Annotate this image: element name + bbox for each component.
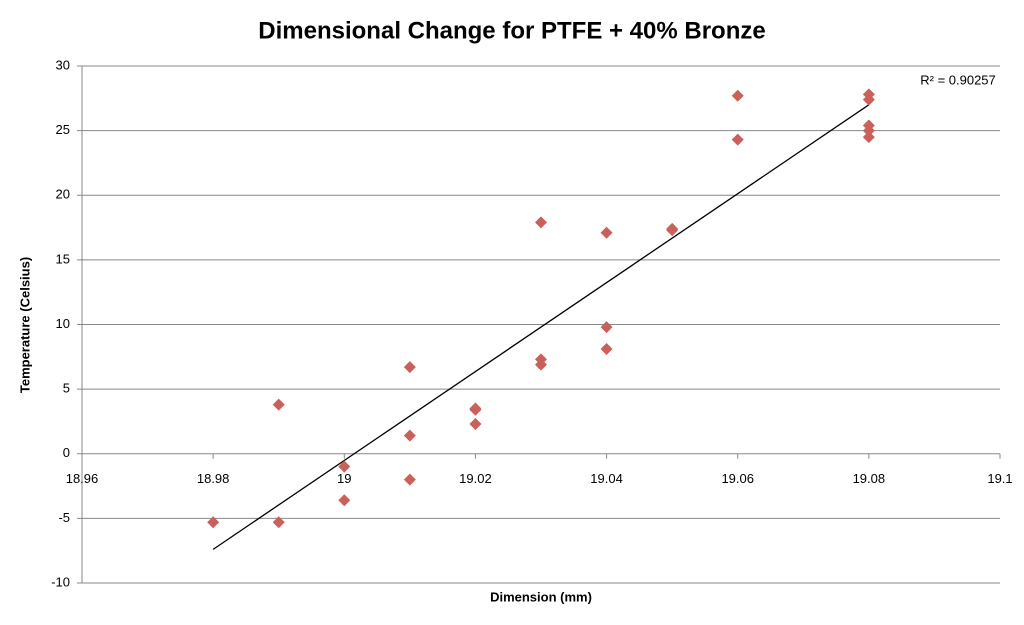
- scatter-point: [338, 460, 351, 473]
- y-tick-label: 30: [56, 57, 70, 72]
- y-tick-label: 20: [56, 187, 70, 202]
- scatter-point: [535, 358, 547, 371]
- scatter-point: [207, 516, 220, 529]
- y-tick-label: 0: [63, 445, 70, 460]
- x-tick-label: 19.1: [987, 471, 1012, 486]
- scatter-point: [272, 398, 285, 411]
- y-tick-label: 25: [56, 122, 70, 137]
- x-tick-label: 19.04: [590, 471, 623, 486]
- scatter-point: [469, 418, 482, 431]
- scatter-point: [600, 343, 613, 356]
- y-tick-label: -10: [51, 574, 70, 589]
- scatter-point: [862, 131, 875, 144]
- trendline: [212, 104, 870, 550]
- y-tick-label: 15: [56, 251, 70, 266]
- scatter-point: [600, 226, 613, 239]
- y-tick-label: 5: [63, 381, 70, 396]
- y-tick-label: -5: [58, 510, 70, 525]
- x-tick-label: 19: [337, 471, 351, 486]
- scatter-point: [666, 224, 679, 237]
- y-axis-title: Temperature (Celsius): [17, 257, 32, 393]
- scatter-point: [403, 361, 416, 374]
- scatter-point: [469, 403, 482, 416]
- x-axis-title: Dimension (mm): [490, 589, 592, 604]
- x-tick-label: 18.98: [197, 471, 230, 486]
- scatter-point: [731, 133, 744, 146]
- x-tick-label: 19.02: [459, 471, 492, 486]
- y-tick-label: 10: [56, 316, 70, 331]
- scatter-point: [600, 321, 613, 334]
- scatter-point: [403, 473, 416, 486]
- scatter-point: [535, 216, 547, 229]
- scatter-point: [862, 93, 875, 106]
- scatter-point: [862, 124, 875, 137]
- chart-title: Dimensional Change for PTFE + 40% Bronze: [258, 17, 765, 44]
- scatter-point: [272, 516, 285, 529]
- x-tick-label: 18.96: [66, 471, 99, 486]
- scatter-point: [338, 494, 351, 507]
- scatter-point: [731, 89, 744, 102]
- x-tick-label: 19.06: [721, 471, 754, 486]
- scatter-point: [403, 429, 416, 442]
- r-squared-annotation: R² = 0.90257: [920, 72, 996, 87]
- x-tick-label: 19.08: [853, 471, 886, 486]
